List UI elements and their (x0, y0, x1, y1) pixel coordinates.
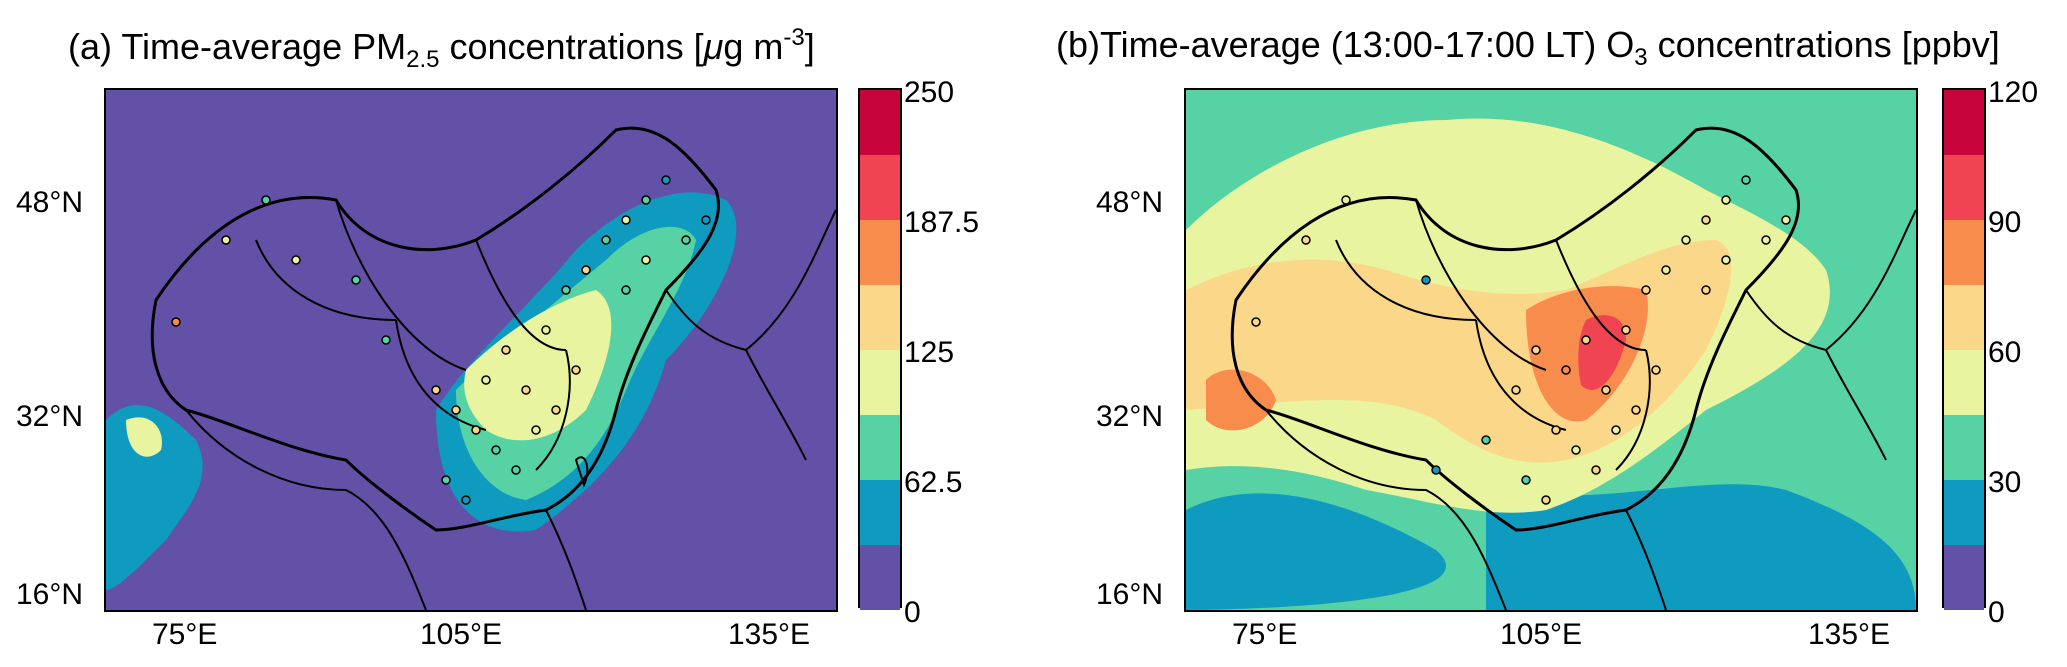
o3-field-blue (1186, 484, 1916, 610)
lon-label-105: 105°E (420, 618, 503, 651)
china-border (150, 126, 721, 532)
pm25-map (104, 88, 838, 612)
colorbar-tick-120: 120 (1988, 76, 2039, 109)
o3-map (1184, 88, 1918, 612)
neighbor-border (185, 409, 587, 610)
panel-b-title: (b)Time-average (13:00-17:00 LT) O3 conc… (1056, 24, 2000, 71)
panel-b: (b)Time-average (13:00-17:00 LT) O3 conc… (1036, 0, 2067, 667)
pm25-colorbar (858, 88, 902, 610)
lon-label-75: 75°E (1232, 618, 1298, 651)
province-lines (1335, 199, 1651, 471)
lat-label-48: 48°N (1096, 186, 1164, 219)
lon-label-135: 135°E (1808, 618, 1891, 651)
lat-label-16: 16°N (16, 578, 84, 611)
colorbar-tick-0: 0 (1988, 596, 2005, 629)
lat-label-16: 16°N (1096, 578, 1164, 611)
pm25-field-west (106, 405, 203, 590)
colorbar-tick-125: 125 (904, 336, 955, 369)
lat-label-32: 32°N (16, 400, 84, 433)
station-dots (1251, 175, 1791, 505)
lat-label-48: 48°N (16, 186, 84, 219)
coastline (1745, 209, 1916, 461)
station-dots (171, 175, 711, 505)
colorbar-tick-0: 0 (904, 596, 921, 629)
coastline (665, 209, 836, 461)
lon-label-75: 75°E (152, 618, 218, 651)
lon-label-135: 135°E (728, 618, 811, 651)
island (574, 456, 589, 488)
colorbar-tick-62: 62.5 (904, 466, 963, 499)
pm25-field-west-hot (126, 417, 162, 457)
china-border (1230, 126, 1801, 532)
o3-field-hot (1578, 315, 1626, 390)
panel-a-title: (a) Time-average PM2.5 concentrations [μ… (68, 24, 815, 73)
colorbar-tick-187: 187.5 (904, 206, 980, 239)
panel-a: (a) Time-average PM2.5 concentrations [μ… (0, 0, 1030, 667)
lon-label-105: 105°E (1500, 618, 1583, 651)
neighbor-border (1265, 409, 1667, 610)
lat-label-32: 32°N (1096, 400, 1164, 433)
o3-colorbar (1942, 88, 1986, 610)
o3-field-orange-west (1206, 369, 1276, 431)
province-lines (255, 199, 571, 471)
colorbar-tick-250: 250 (904, 76, 955, 109)
colorbar-tick-30: 30 (1988, 466, 2022, 499)
colorbar-tick-60: 60 (1988, 336, 2022, 369)
colorbar-tick-90: 90 (1988, 206, 2022, 239)
pm25-field-high (464, 290, 612, 441)
